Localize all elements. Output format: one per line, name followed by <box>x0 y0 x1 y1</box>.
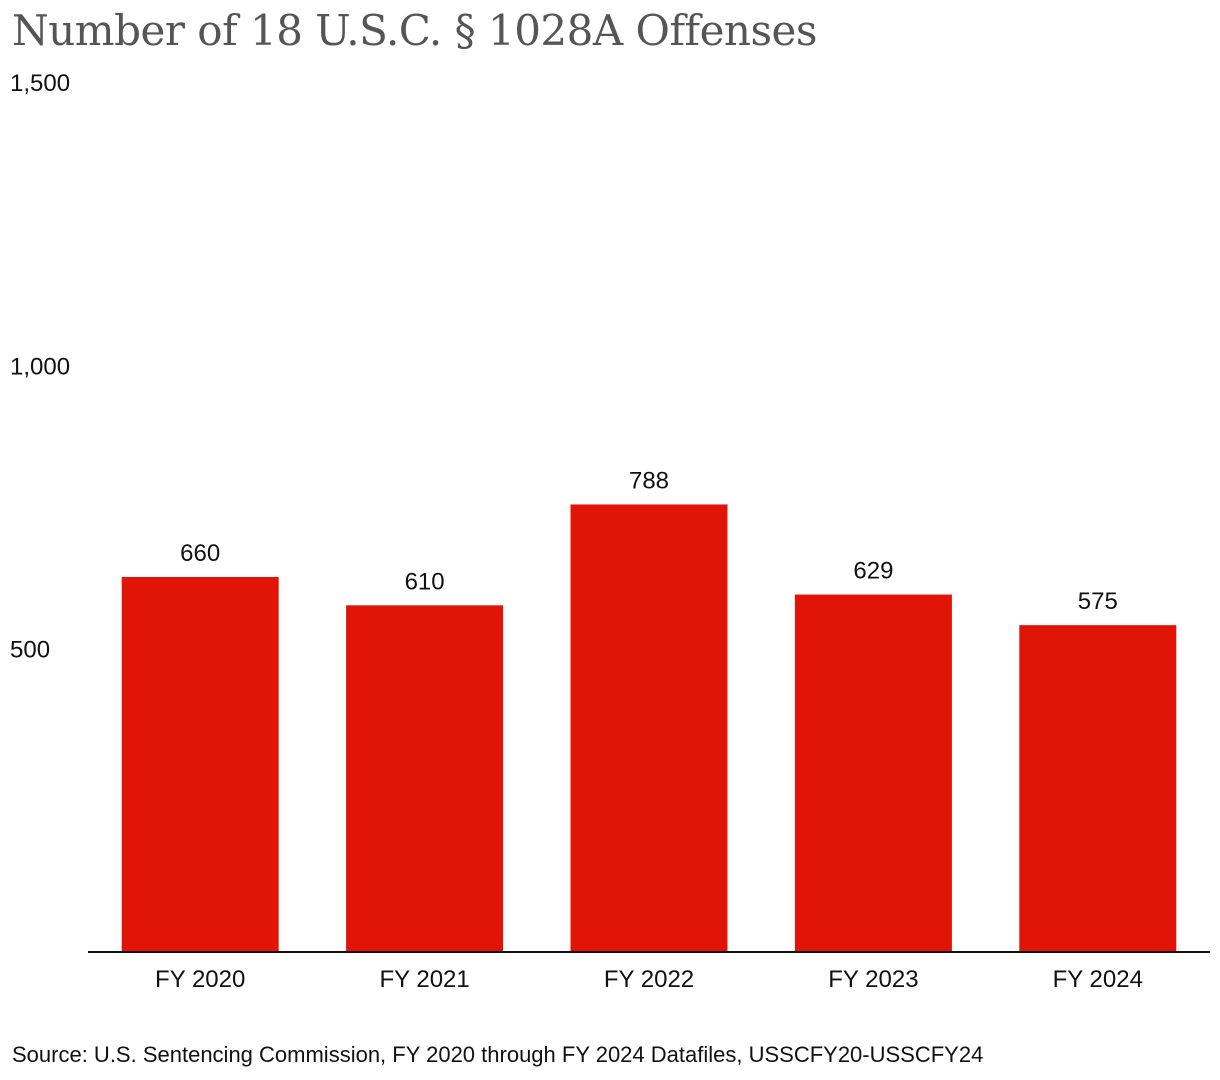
bar <box>1019 625 1177 951</box>
x-tick-label: FY 2023 <box>828 966 918 993</box>
source-note: Source: U.S. Sentencing Commission, FY 2… <box>12 1042 984 1067</box>
x-axis-ticks: FY 2020 FY 2021 FY 2022 FY 2023 FY 2024 <box>155 966 1143 993</box>
bar <box>794 594 952 951</box>
data-label: 575 <box>1078 588 1118 615</box>
x-tick-label: FY 2024 <box>1053 966 1143 993</box>
data-label: 788 <box>629 467 669 494</box>
chart-title: Number of 18 U.S.C. § 1028A Offenses <box>12 6 817 55</box>
y-tick-label: 1,500 <box>10 70 70 97</box>
data-labels: 660 610 788 629 575 <box>180 467 1118 615</box>
data-label: 629 <box>853 558 893 585</box>
y-tick-label: 1,000 <box>10 353 70 380</box>
x-tick-label: FY 2022 <box>604 966 694 993</box>
x-tick-label: FY 2021 <box>379 966 469 993</box>
bar <box>346 605 504 951</box>
y-axis-ticks: 500 1,000 1,500 <box>10 70 70 664</box>
data-label: 660 <box>180 540 220 567</box>
x-tick-label: FY 2020 <box>155 966 245 993</box>
bars <box>121 504 1177 951</box>
y-tick-label: 500 <box>10 637 50 664</box>
data-label: 610 <box>405 568 445 595</box>
bar <box>121 576 279 951</box>
bar <box>570 504 728 951</box>
